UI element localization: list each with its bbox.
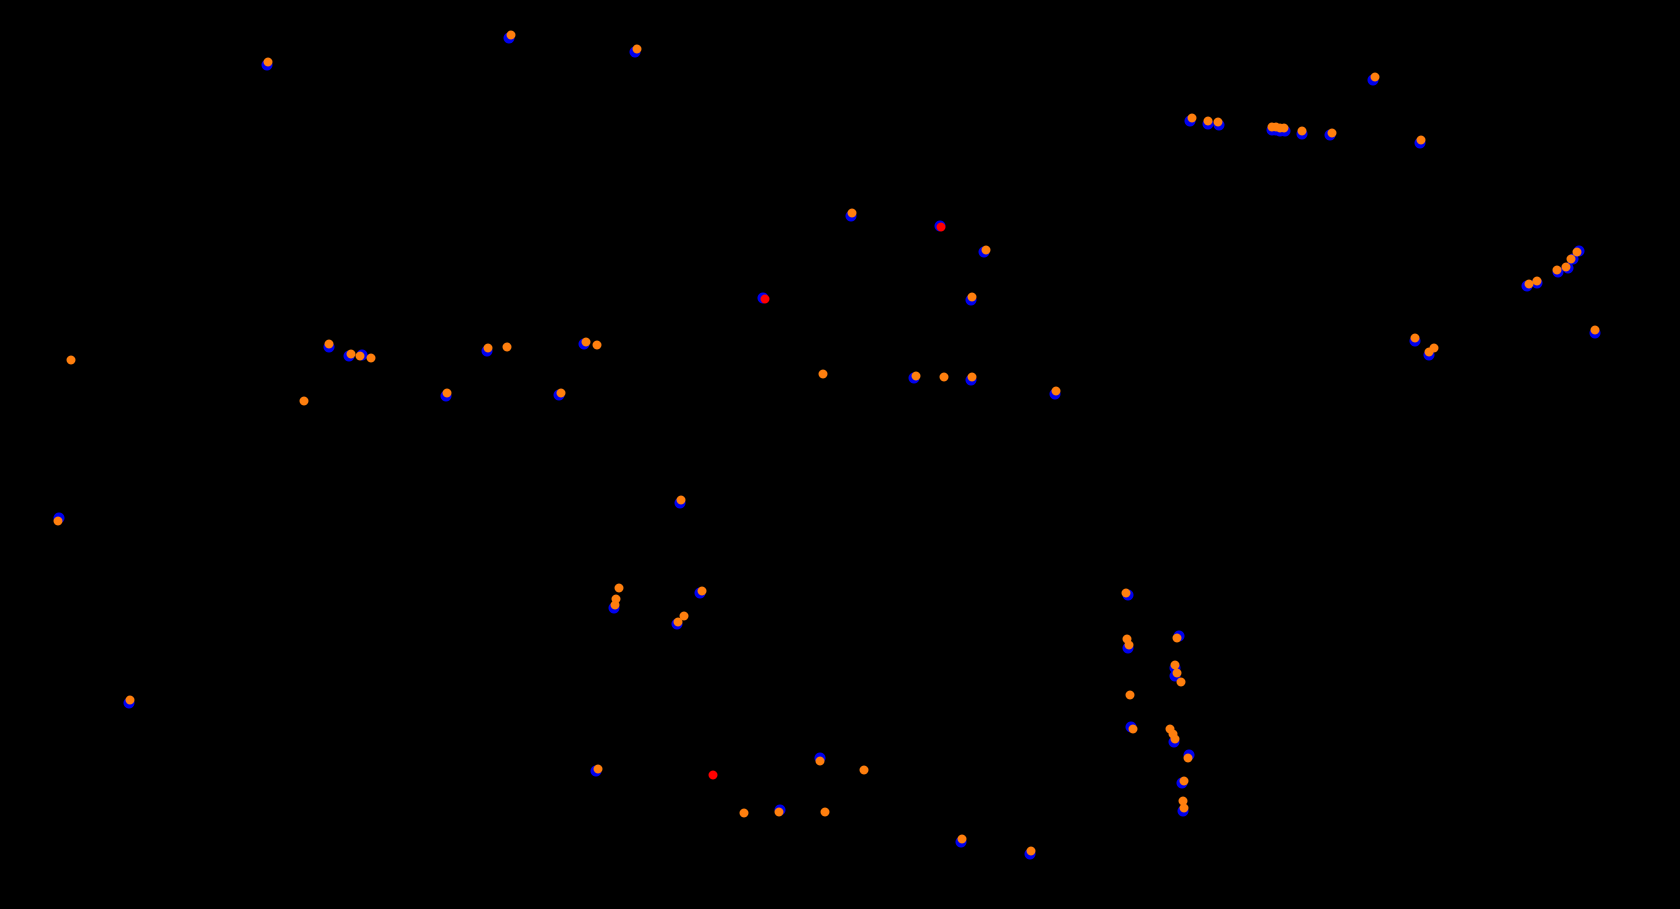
- detection-point: [1213, 117, 1223, 127]
- detection-point: [1170, 660, 1180, 670]
- alert-point: [936, 222, 946, 232]
- detection-point: [581, 337, 591, 347]
- detection-point: [1172, 633, 1182, 643]
- detection-point: [967, 292, 977, 302]
- detection-point: [1561, 262, 1571, 272]
- detection-point: [739, 808, 749, 818]
- detection-point: [1124, 640, 1134, 650]
- detection-point: [1176, 677, 1186, 687]
- detection-point: [1172, 668, 1182, 678]
- detection-point: [679, 611, 689, 621]
- detection-point: [1552, 265, 1562, 275]
- detection-point: [1051, 386, 1061, 396]
- detection-point: [483, 343, 493, 353]
- detection-point: [610, 600, 620, 610]
- detection-point: [593, 764, 603, 774]
- detection-point: [981, 245, 991, 255]
- detection-point: [556, 388, 566, 398]
- detection-point: [1410, 333, 1420, 343]
- detection-point: [1524, 279, 1534, 289]
- detection-point: [859, 765, 869, 775]
- detection-point: [1179, 776, 1189, 786]
- detection-point: [66, 355, 76, 365]
- detection-point: [967, 372, 977, 382]
- detection-point: [1179, 803, 1189, 813]
- detection-point: [1026, 846, 1036, 856]
- detection-point: [346, 349, 356, 359]
- detection-point: [1327, 128, 1337, 138]
- detection-point: [1203, 116, 1213, 126]
- detection-point: [1370, 72, 1380, 82]
- detection-point: [355, 351, 365, 361]
- detection-point: [820, 807, 830, 817]
- detection-point: [1170, 734, 1180, 744]
- detection-point: [1279, 123, 1289, 133]
- detection-point: [1429, 343, 1439, 353]
- detection-point: [818, 369, 828, 379]
- detection-point: [366, 353, 376, 363]
- detection-point: [847, 208, 857, 218]
- detection-point: [1572, 247, 1582, 257]
- detection-point: [1297, 126, 1307, 136]
- detection-point: [324, 339, 334, 349]
- detection-point: [592, 340, 602, 350]
- detection-point: [1187, 113, 1197, 123]
- detection-point: [911, 371, 921, 381]
- detection-point: [939, 372, 949, 382]
- detection-point: [1532, 276, 1542, 286]
- detection-point: [676, 495, 686, 505]
- detection-point: [53, 516, 63, 526]
- detection-point: [1566, 254, 1576, 264]
- detection-point: [442, 388, 452, 398]
- detection-point: [1416, 135, 1426, 145]
- detection-point: [263, 57, 273, 67]
- detection-point: [299, 396, 309, 406]
- detection-point: [632, 44, 642, 54]
- detection-point: [506, 30, 516, 40]
- detection-point: [614, 583, 624, 593]
- detection-point: [673, 617, 683, 627]
- detection-point: [957, 834, 967, 844]
- detection-point: [1183, 753, 1193, 763]
- detection-point: [1178, 796, 1188, 806]
- detection-point: [815, 756, 825, 766]
- detection-point: [1128, 724, 1138, 734]
- detection-point: [697, 586, 707, 596]
- detection-point: [125, 695, 135, 705]
- detection-point: [1121, 588, 1131, 598]
- detection-point: [502, 342, 512, 352]
- detection-point: [1590, 325, 1600, 335]
- detection-point: [774, 807, 784, 817]
- alert-point: [760, 294, 770, 304]
- alert-point: [708, 770, 718, 780]
- detection-point: [1125, 690, 1135, 700]
